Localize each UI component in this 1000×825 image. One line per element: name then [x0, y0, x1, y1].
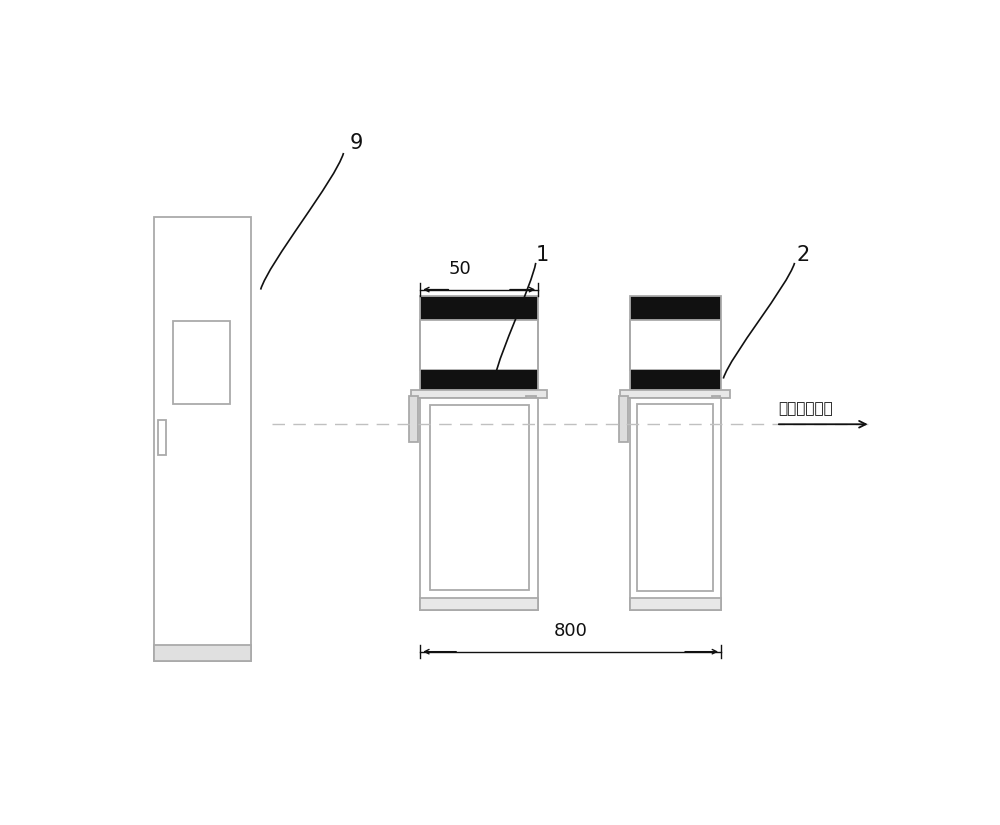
Bar: [154, 216, 251, 661]
Bar: [158, 420, 166, 455]
Bar: [630, 320, 721, 370]
Bar: [173, 322, 230, 404]
Bar: [630, 296, 721, 320]
Bar: [154, 645, 251, 661]
Bar: [630, 370, 721, 394]
Bar: [630, 398, 721, 610]
Text: 9: 9: [349, 134, 363, 153]
Bar: [420, 296, 538, 394]
Bar: [420, 370, 538, 394]
Bar: [630, 597, 721, 610]
Text: 1: 1: [535, 245, 549, 265]
Bar: [409, 396, 418, 442]
Bar: [619, 396, 628, 442]
Bar: [420, 320, 538, 370]
Text: 2: 2: [796, 245, 810, 265]
Text: 鈢管运行方向: 鈢管运行方向: [778, 402, 833, 417]
Text: 50: 50: [448, 260, 471, 278]
Bar: [630, 296, 721, 394]
Bar: [526, 396, 536, 442]
Bar: [620, 390, 730, 398]
Bar: [420, 398, 538, 610]
Bar: [420, 597, 538, 610]
Bar: [712, 396, 720, 442]
Bar: [420, 296, 538, 320]
Bar: [411, 390, 547, 398]
Text: 800: 800: [554, 622, 588, 640]
Bar: [637, 404, 713, 592]
Bar: [430, 405, 529, 590]
